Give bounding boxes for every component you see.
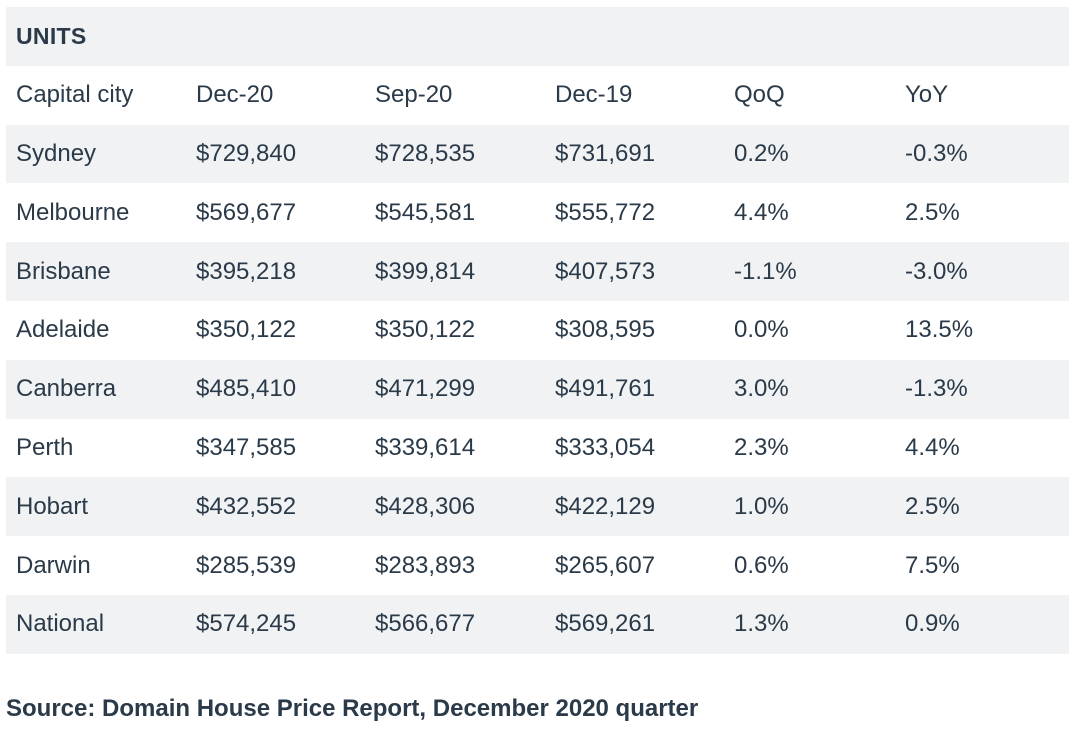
cell-qoq: 0.0% bbox=[734, 316, 789, 344]
table-header-row: Capital city Dec-20 Sep-20 Dec-19 QoQ Yo… bbox=[6, 66, 1069, 125]
table-title-row: UNITS bbox=[6, 7, 1069, 66]
header-yoy: YoY bbox=[905, 81, 949, 109]
cell-yoy: 0.9% bbox=[905, 610, 960, 638]
header-capital-city: Capital city bbox=[16, 81, 134, 109]
table-row: Hobart $432,552 $428,306 $422,129 1.0% 2.5% bbox=[6, 477, 1069, 537]
table-row: Adelaide $350,122 $350,122 $308,595 0.0% 13.5… bbox=[6, 301, 1069, 360]
cell-dec-20: $285,539 bbox=[196, 551, 297, 579]
table-body: Sydney $729,840 $728,535 $731,691 0.2% -0.3% M… bbox=[6, 124, 1069, 654]
cell-qoq: 0.2% bbox=[734, 139, 789, 167]
cell-yoy: 2.5% bbox=[905, 492, 960, 520]
cell-dec-20: $347,585 bbox=[196, 433, 297, 461]
table-row: Brisbane $395,218 $399,814 $407,573 -1.1% -3.… bbox=[6, 242, 1069, 301]
cell-qoq: 2.3% bbox=[734, 433, 789, 461]
cell-sep-20: $339,614 bbox=[375, 433, 476, 461]
units-table: UNITS Capital city Dec-20 Sep-20 Dec-19 … bbox=[6, 7, 1069, 654]
cell-dec-20: $574,245 bbox=[196, 610, 297, 638]
header-sep-20: Sep-20 bbox=[375, 81, 453, 109]
cell-sep-20: $428,306 bbox=[375, 492, 476, 520]
cell-city: Adelaide bbox=[16, 316, 110, 344]
table-row: Perth $347,585 $339,614 $333,054 2.3% 4.4% bbox=[6, 419, 1069, 478]
source-caption: Source: Domain House Price Report, Decem… bbox=[6, 695, 699, 722]
cell-city: Darwin bbox=[16, 551, 91, 579]
header-dec-20: Dec-20 bbox=[196, 81, 274, 109]
cell-dec-20: $729,840 bbox=[196, 139, 297, 167]
cell-yoy: 7.5% bbox=[905, 551, 960, 579]
cell-yoy: 4.4% bbox=[905, 433, 960, 461]
cell-yoy: -0.3% bbox=[905, 139, 968, 167]
table-row: Melbourne $569,677 $545,581 $555,772 4.4% 2.5… bbox=[6, 183, 1069, 242]
cell-city: Hobart bbox=[16, 492, 89, 520]
table-row: Sydney $729,840 $728,535 $731,691 0.2% -0.3% bbox=[6, 124, 1069, 184]
table-row: National $574,245 $566,677 $569,261 1.3% 0.9% bbox=[6, 594, 1069, 654]
cell-sep-20: $283,893 bbox=[375, 551, 476, 579]
cell-dec-19: $265,607 bbox=[555, 551, 656, 579]
cell-qoq: 0.6% bbox=[734, 551, 789, 579]
header-qoq: QoQ bbox=[734, 81, 785, 109]
cell-dec-19: $407,573 bbox=[555, 257, 656, 285]
cell-city: Melbourne bbox=[16, 198, 130, 226]
cell-dec-19: $555,772 bbox=[555, 198, 656, 226]
cell-dec-19: $422,129 bbox=[555, 492, 656, 520]
cell-yoy: 13.5% bbox=[905, 316, 974, 344]
cell-sep-20: $566,677 bbox=[375, 610, 476, 638]
cell-city: Sydney bbox=[16, 139, 97, 167]
cell-dec-19: $308,595 bbox=[555, 316, 656, 344]
cell-yoy: -3.0% bbox=[905, 257, 968, 285]
cell-dec-20: $485,410 bbox=[196, 375, 297, 403]
cell-city: Canberra bbox=[16, 375, 117, 403]
cell-dec-19: $333,054 bbox=[555, 433, 656, 461]
cell-dec-19: $491,761 bbox=[555, 375, 656, 403]
cell-qoq: 4.4% bbox=[734, 198, 789, 226]
cell-city: National bbox=[16, 610, 105, 638]
cell-dec-19: $569,261 bbox=[555, 610, 656, 638]
cell-qoq: 1.0% bbox=[734, 492, 789, 520]
cell-qoq: 1.3% bbox=[734, 610, 789, 638]
cell-dec-20: $569,677 bbox=[196, 198, 297, 226]
cell-dec-20: $395,218 bbox=[196, 257, 297, 285]
cell-city: Brisbane bbox=[16, 257, 111, 285]
cell-sep-20: $545,581 bbox=[375, 198, 476, 226]
cell-dec-20: $350,122 bbox=[196, 316, 297, 344]
cell-city: Perth bbox=[16, 433, 74, 461]
cell-yoy: -1.3% bbox=[905, 375, 968, 403]
cell-sep-20: $350,122 bbox=[375, 316, 476, 344]
cell-qoq: -1.1% bbox=[734, 257, 797, 285]
cell-sep-20: $399,814 bbox=[375, 257, 476, 285]
cell-dec-20: $432,552 bbox=[196, 492, 297, 520]
table-row: Canberra $485,410 $471,299 $491,761 3.0% -1.3… bbox=[6, 359, 1069, 419]
cell-qoq: 3.0% bbox=[734, 375, 789, 403]
table-row: Darwin $285,539 $283,893 $265,607 0.6% 7.5% bbox=[6, 536, 1069, 595]
cell-yoy: 2.5% bbox=[905, 198, 960, 226]
header-dec-19: Dec-19 bbox=[555, 81, 633, 109]
cell-dec-19: $731,691 bbox=[555, 139, 656, 167]
cell-sep-20: $728,535 bbox=[375, 139, 476, 167]
table-title: UNITS bbox=[16, 22, 87, 49]
cell-sep-20: $471,299 bbox=[375, 375, 476, 403]
